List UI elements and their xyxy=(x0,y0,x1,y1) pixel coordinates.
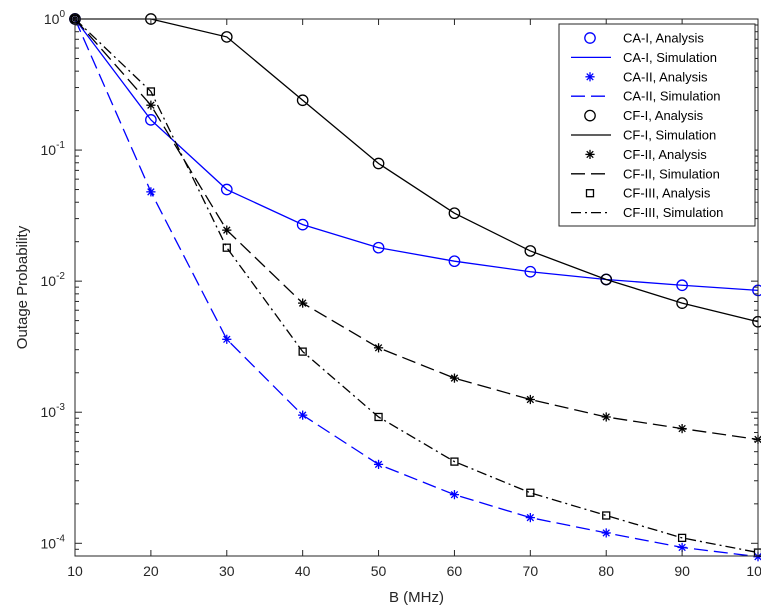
legend-label: CA-II, Analysis xyxy=(623,69,708,84)
data-point xyxy=(372,157,385,170)
legend-entry: CF-II, Simulation xyxy=(571,166,720,181)
y-tick-label: 10-2 xyxy=(41,271,66,289)
series-markers-6 xyxy=(70,14,761,445)
x-tick-label: 100 xyxy=(746,563,761,579)
data-point xyxy=(296,94,309,107)
legend-entry: CA-II, Simulation xyxy=(571,89,721,104)
legend-entry: CF-III, Analysis xyxy=(585,186,711,201)
data-point xyxy=(600,273,613,286)
legend-marker-swatch xyxy=(585,189,595,198)
data-point xyxy=(448,255,461,268)
series-line-1 xyxy=(74,18,759,292)
data-point xyxy=(526,488,535,497)
y-tick-label: 100 xyxy=(44,9,66,27)
data-point xyxy=(145,114,157,126)
data-point xyxy=(524,265,537,278)
legend-label: CF-I, Analysis xyxy=(623,108,704,123)
series-line-7 xyxy=(74,18,759,441)
data-point xyxy=(373,459,384,469)
y-axis-label: Outage Probability xyxy=(14,225,31,349)
data-point xyxy=(373,343,384,353)
series-layer xyxy=(69,13,761,562)
y-tick-label: 10-3 xyxy=(41,402,66,420)
legend-entry: CF-I, Simulation xyxy=(571,128,716,143)
x-axis-label: B (MHz) xyxy=(389,589,444,606)
legend-entry: CA-I, Analysis xyxy=(584,31,704,46)
data-point xyxy=(374,412,383,422)
series-line-3 xyxy=(74,18,759,558)
data-point xyxy=(222,225,232,235)
legend-label: CA-I, Analysis xyxy=(623,31,704,46)
data-point xyxy=(449,373,460,383)
legend-label: CF-II, Analysis xyxy=(623,147,707,162)
axes-layer: 10 20 30 40 50 60 70 80 90 100 100 10-1 10-2 10-3 10-4… xyxy=(14,9,761,606)
legend-marker-swatch xyxy=(585,149,595,159)
x-tick-label: 80 xyxy=(598,563,614,579)
legend-entry: CF-I, Analysis xyxy=(584,108,704,123)
data-point xyxy=(220,31,233,43)
x-tick-label: 90 xyxy=(674,563,690,579)
data-point xyxy=(222,243,231,252)
data-point xyxy=(677,423,687,434)
legend: CA-I, Analysis CA-I, Simulation CA-II, Ana… xyxy=(558,23,756,227)
legend-marker-swatch xyxy=(585,72,595,82)
legend-label: CF-I, Simulation xyxy=(623,128,716,143)
legend-marker-swatch xyxy=(584,109,596,122)
x-tick-label: 10 xyxy=(67,563,83,579)
legend-label: CF-III, Analysis xyxy=(623,186,711,201)
x-tick-label: 20 xyxy=(143,563,159,579)
legend-label: CA-I, Simulation xyxy=(623,50,717,65)
data-point xyxy=(298,347,307,356)
legend-entry: CA-II, Analysis xyxy=(585,69,708,84)
data-point xyxy=(676,279,688,292)
data-point xyxy=(601,412,611,422)
x-tick-label: 50 xyxy=(371,563,387,579)
legend-marker-swatch xyxy=(584,32,596,44)
x-tick-label: 60 xyxy=(447,563,463,579)
data-point xyxy=(525,394,535,405)
data-point xyxy=(146,187,156,197)
data-point xyxy=(146,87,156,96)
data-point xyxy=(222,334,232,344)
data-point xyxy=(298,410,308,420)
series-line-5 xyxy=(75,18,759,323)
data-point xyxy=(146,100,156,110)
data-point xyxy=(220,183,233,196)
x-tick-label: 40 xyxy=(295,563,311,579)
legend-label: CF-II, Simulation xyxy=(623,166,720,181)
legend-entry: CA-I, Simulation xyxy=(571,50,717,65)
data-point xyxy=(524,245,537,257)
data-point xyxy=(602,511,611,520)
data-point xyxy=(448,207,461,220)
x-tick-label: 30 xyxy=(219,563,235,579)
data-point xyxy=(296,218,309,231)
data-point xyxy=(298,298,308,308)
legend-entry: CF-II, Analysis xyxy=(585,147,707,162)
data-point xyxy=(676,297,688,309)
data-point xyxy=(450,457,459,466)
legend-entry: CF-III, Simulation xyxy=(571,205,723,220)
legend-label: CA-II, Simulation xyxy=(623,89,721,104)
y-tick-label: 10-1 xyxy=(41,140,66,158)
data-point xyxy=(525,513,535,523)
data-point xyxy=(677,533,687,543)
data-point xyxy=(449,490,460,500)
legend-label: CF-III, Simulation xyxy=(623,205,723,220)
data-point xyxy=(372,241,385,254)
x-tick-label: 70 xyxy=(523,563,539,579)
y-tick-label: 10-4 xyxy=(41,533,66,551)
data-point xyxy=(601,528,611,538)
